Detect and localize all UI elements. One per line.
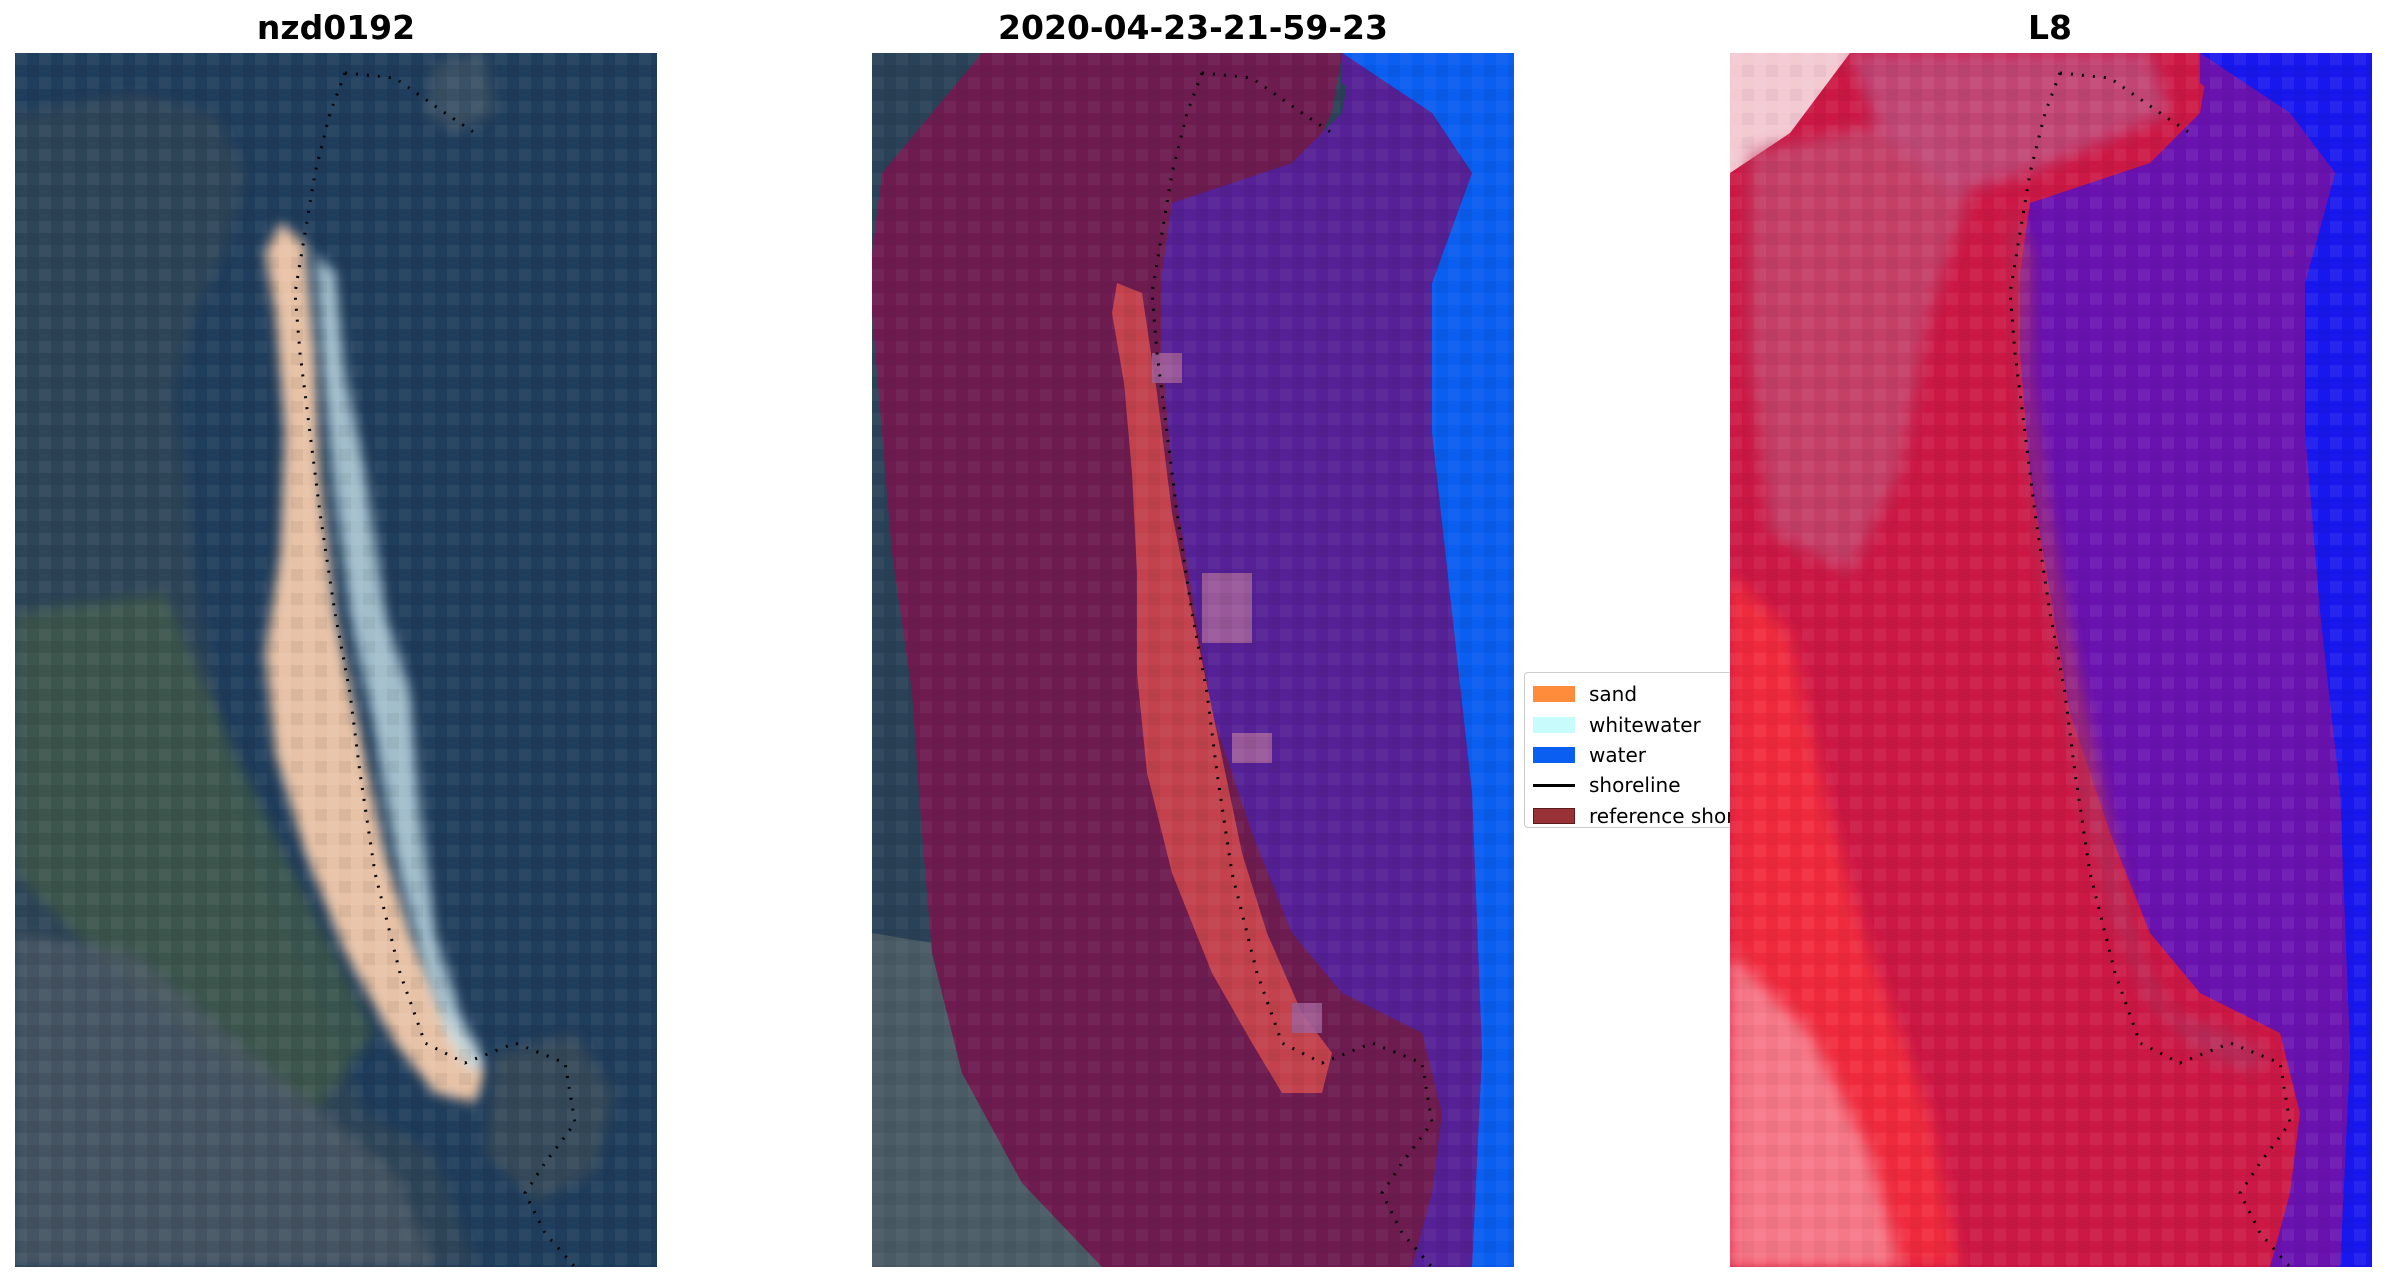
legend-label-shoreline: shoreline xyxy=(1589,773,1681,798)
legend-label-reference-shoreline: reference shoreline buffer xyxy=(1589,803,1735,828)
legend-item-shoreline: shoreline xyxy=(1533,770,1735,800)
rgb-image-panel xyxy=(15,53,657,1267)
legend: sand whitewater water shoreline referenc… xyxy=(1524,672,1736,828)
legend-label-water: water xyxy=(1589,742,1646,767)
legend-item-water: water xyxy=(1533,740,1735,770)
classified-image-panel xyxy=(872,53,1514,1267)
panel-title-index: L8 xyxy=(2028,8,2072,47)
legend-item-sand: sand xyxy=(1533,679,1735,709)
legend-swatch-whitewater xyxy=(1533,716,1575,733)
legend-item-whitewater: whitewater xyxy=(1533,709,1735,739)
panel-title-rgb: nzd0192 xyxy=(256,8,416,47)
index-image-panel xyxy=(1730,53,2372,1267)
rgb-image xyxy=(15,53,657,1267)
classified-image xyxy=(872,53,1514,1267)
panel-title-classified: 2020-04-23-21-59-23 xyxy=(998,8,1388,47)
legend-swatch-sand xyxy=(1533,686,1575,703)
legend-label-whitewater: whitewater xyxy=(1589,712,1701,737)
legend-swatch-water xyxy=(1533,746,1575,763)
legend-item-reference-shoreline: reference shoreline buffer xyxy=(1533,801,1735,828)
index-image xyxy=(1730,53,2372,1267)
legend-swatch-reference-shoreline xyxy=(1533,807,1575,824)
legend-swatch-shoreline xyxy=(1533,783,1575,787)
legend-label-sand: sand xyxy=(1589,682,1638,707)
